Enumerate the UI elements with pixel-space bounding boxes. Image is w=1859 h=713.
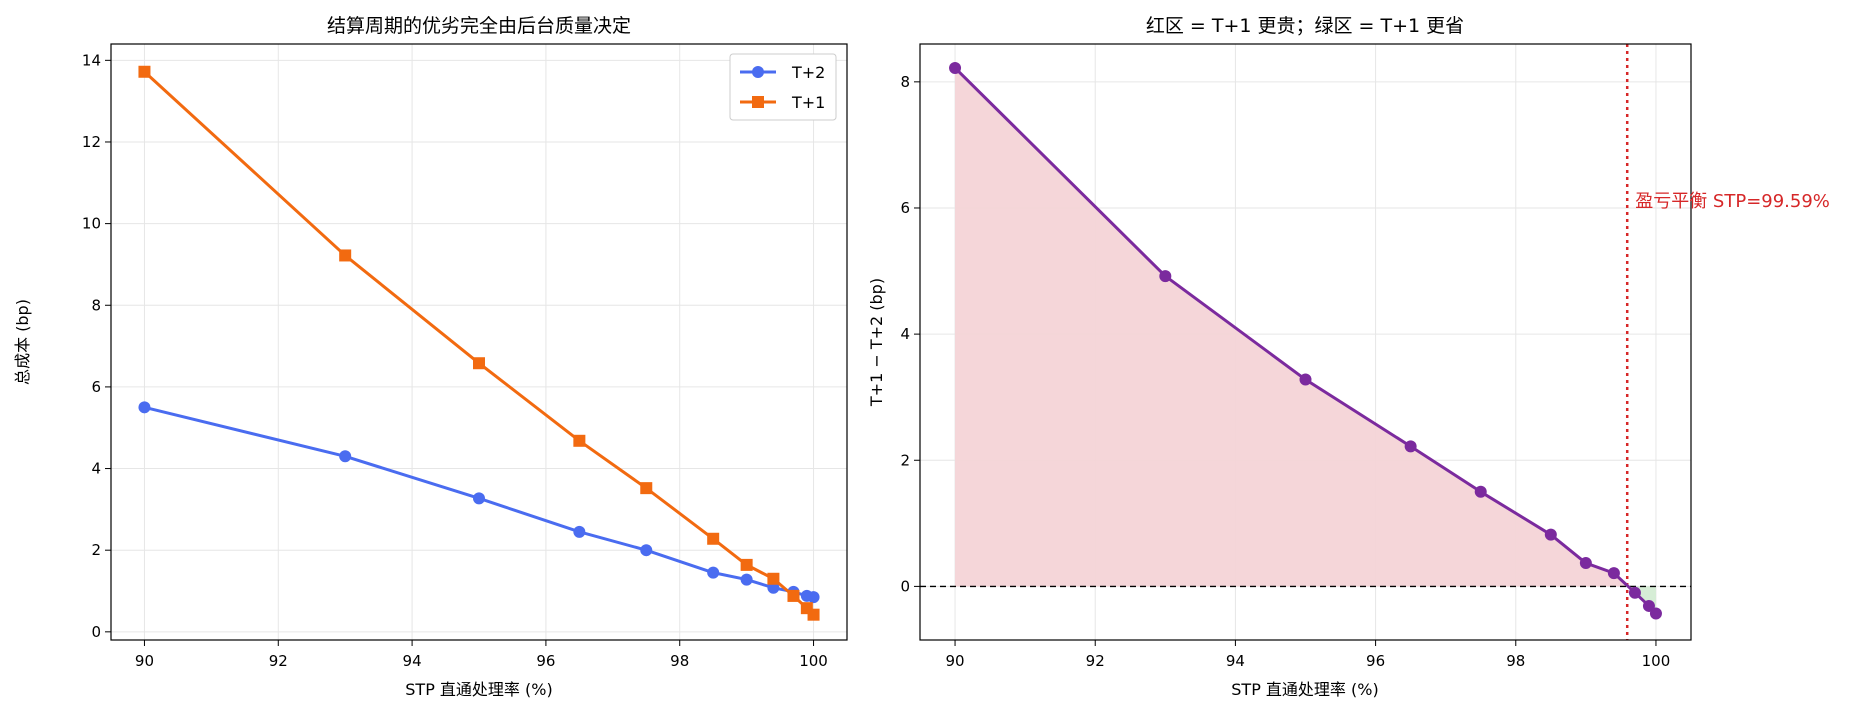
x-tick-label: 96 xyxy=(1366,652,1385,670)
data-point xyxy=(573,525,586,538)
right-y-axis-label: T+1 − T+2 (bp) xyxy=(867,278,886,407)
data-point xyxy=(1159,270,1172,283)
data-point xyxy=(767,572,780,585)
right-reference-lines xyxy=(920,44,1691,640)
data-point xyxy=(640,482,653,495)
data-point xyxy=(1642,599,1655,612)
data-point xyxy=(1544,528,1557,541)
left-plot-area xyxy=(138,65,820,621)
negative-fill-region xyxy=(1628,586,1656,614)
right-chart-title: 红区 = T+1 更贵；绿区 = T+1 更省 xyxy=(1146,15,1464,37)
left-x-ticks: 90 92 94 96 98 100 xyxy=(135,640,828,670)
data-point xyxy=(339,450,352,463)
data-point xyxy=(1299,373,1312,386)
right-y-ticks: 0 2 4 6 8 xyxy=(900,73,920,595)
right-axes-frame xyxy=(919,43,1692,641)
data-point xyxy=(1607,567,1620,580)
y-tick-label: 8 xyxy=(900,73,910,91)
data-point xyxy=(138,65,151,78)
y-tick-label: 2 xyxy=(91,541,101,559)
data-point xyxy=(1474,485,1487,498)
y-tick-label: 14 xyxy=(82,51,101,69)
data-point xyxy=(1404,440,1417,453)
total-cost-chart: 90 92 94 96 98 100 0 2 4 6 8 10 12 14 结算周期的优劣完全由后台质量… xyxy=(13,15,848,699)
right-fill-area xyxy=(955,67,1656,614)
x-tick-label: 96 xyxy=(536,652,555,670)
x-tick-label: 98 xyxy=(1506,652,1525,670)
y-tick-label: 4 xyxy=(91,460,101,478)
y-tick-label: 8 xyxy=(91,296,101,314)
x-tick-label: 90 xyxy=(135,652,154,670)
y-tick-label: 4 xyxy=(900,325,910,343)
data-point xyxy=(138,401,151,414)
x-tick-label: 90 xyxy=(945,652,964,670)
left-y-ticks: 0 2 4 6 8 10 12 14 xyxy=(82,51,111,641)
x-tick-label: 100 xyxy=(1642,652,1671,670)
positive-fill-region xyxy=(955,67,1629,587)
right-plot-area xyxy=(949,61,1662,620)
data-point xyxy=(707,566,720,579)
data-point xyxy=(807,591,820,604)
legend-marker-t2 xyxy=(752,66,764,78)
x-tick-label: 92 xyxy=(269,652,288,670)
legend-marker-t1 xyxy=(752,96,764,108)
x-tick-label: 92 xyxy=(1086,652,1105,670)
data-point xyxy=(573,434,586,447)
legend: T+2 T+1 xyxy=(729,53,837,121)
left-grid xyxy=(111,44,847,640)
y-tick-label: 12 xyxy=(82,133,101,151)
breakeven-annotation: 盈亏平衡 STP=99.59% xyxy=(1635,191,1830,212)
left-y-axis-label: 总成本 (bp) xyxy=(13,299,32,385)
right-x-axis-label: STP 直通处理率 (%) xyxy=(1231,680,1378,699)
legend-label-t2: T+2 xyxy=(791,63,825,82)
y-tick-label: 2 xyxy=(900,451,910,469)
x-tick-label: 98 xyxy=(670,652,689,670)
data-point xyxy=(339,249,352,262)
data-point xyxy=(807,608,820,621)
x-tick-label: 94 xyxy=(403,652,422,670)
y-tick-label: 6 xyxy=(91,378,101,396)
right-x-ticks: 90 92 94 96 98 100 xyxy=(945,640,1670,670)
left-axes-frame xyxy=(110,43,848,641)
x-tick-label: 94 xyxy=(1226,652,1245,670)
data-point xyxy=(640,544,653,557)
data-point xyxy=(949,61,962,74)
data-point xyxy=(740,573,753,586)
left-chart-title: 结算周期的优劣完全由后台质量决定 xyxy=(327,15,631,37)
y-tick-label: 0 xyxy=(900,577,910,595)
y-tick-label: 0 xyxy=(91,623,101,641)
data-point xyxy=(1628,586,1641,599)
data-point xyxy=(1649,607,1662,620)
data-point xyxy=(740,558,753,571)
data-point xyxy=(473,492,485,505)
x-tick-label: 100 xyxy=(799,652,828,670)
data-point xyxy=(1579,557,1592,570)
left-x-axis-label: STP 直通处理率 (%) xyxy=(405,680,552,699)
data-point xyxy=(473,357,485,370)
cost-difference-chart: 90 92 94 96 98 100 0 2 4 6 8 红区 = T+1 更贵；绿区 = T+1… xyxy=(867,15,1830,699)
legend-label-t1: T+1 xyxy=(791,93,825,112)
data-point xyxy=(787,589,800,602)
y-tick-label: 10 xyxy=(82,215,101,233)
y-tick-label: 6 xyxy=(900,199,910,217)
data-point xyxy=(707,532,720,545)
